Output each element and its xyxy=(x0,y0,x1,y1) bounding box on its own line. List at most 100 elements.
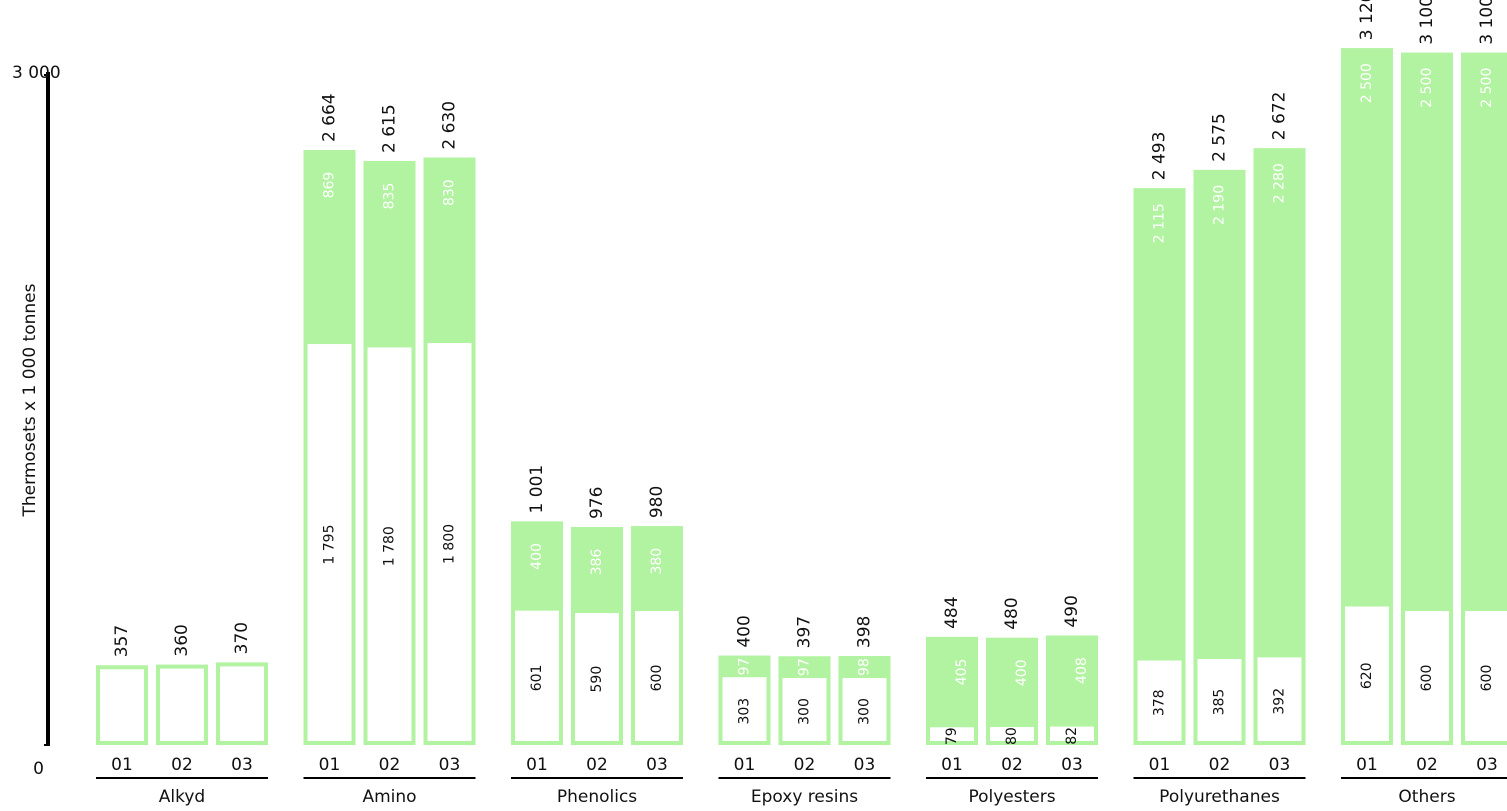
y-axis-label: Thermosets x 1 000 tonnes xyxy=(20,283,40,517)
x-tick-label: 01 xyxy=(111,755,133,775)
top-label: 2 280 xyxy=(1272,163,1288,203)
bar-segment-top xyxy=(1341,48,1393,607)
total-label: 357 xyxy=(112,625,132,657)
bar-segment-base xyxy=(1345,606,1389,741)
bar-total xyxy=(718,655,771,746)
bar-total xyxy=(926,636,978,746)
total-label: 370 xyxy=(232,622,252,654)
bar-segment-top xyxy=(423,157,476,343)
total-label: 400 xyxy=(735,615,755,647)
total-label: 2 615 xyxy=(380,104,400,153)
bar-segment-base xyxy=(427,343,472,741)
group-label: Amino xyxy=(362,787,416,807)
bar-segment-top xyxy=(1253,148,1306,658)
bar-segment-base xyxy=(635,611,679,741)
base-label: 80 xyxy=(1004,727,1020,745)
bar-segment-base xyxy=(100,665,144,741)
group-label: Polyesters xyxy=(968,787,1055,807)
top-label: 2 500 xyxy=(1359,63,1375,103)
bar-total xyxy=(571,527,623,745)
bar-segment-base xyxy=(722,677,767,741)
bar-segment-base xyxy=(1197,659,1242,741)
base-label: 385 xyxy=(1212,689,1228,716)
bar-segment-base xyxy=(1137,660,1182,741)
total-label: 2 630 xyxy=(440,101,460,150)
x-tick-label: 02 xyxy=(379,755,401,775)
base-label: 378 xyxy=(1152,689,1168,716)
base-label: 1 800 xyxy=(442,524,458,564)
bar-segment-base xyxy=(930,727,974,741)
group-label: Others xyxy=(1398,787,1455,807)
top-label: 97 xyxy=(737,658,753,676)
total-label: 3 100 xyxy=(1417,0,1437,45)
bar-segment-base xyxy=(1405,611,1449,741)
x-tick-label: 03 xyxy=(1476,755,1498,775)
top-label: 869 xyxy=(322,172,338,199)
total-label: 980 xyxy=(647,486,667,518)
top-label: 835 xyxy=(382,183,398,210)
x-tick-label: 03 xyxy=(646,755,668,775)
y-tick-label: 3 000 xyxy=(12,63,61,83)
x-tick-label: 01 xyxy=(941,755,963,775)
bar-segment-top xyxy=(926,636,978,728)
bar-segment-base xyxy=(1465,611,1507,741)
group-label: Epoxy resins xyxy=(751,787,858,807)
bar-total xyxy=(363,160,416,745)
bar-total xyxy=(216,662,268,745)
bar-total xyxy=(1253,148,1306,745)
base-label: 1 780 xyxy=(382,526,398,566)
bar-total xyxy=(511,521,563,746)
total-label: 484 xyxy=(942,596,962,628)
bar-total xyxy=(96,665,148,746)
total-label: 2 493 xyxy=(1150,132,1170,181)
x-tick-label: 01 xyxy=(1356,755,1378,775)
base-label: 392 xyxy=(1272,688,1288,715)
base-label: 600 xyxy=(649,665,665,692)
x-tick-label: 01 xyxy=(319,755,341,775)
y-tick-label: 0 xyxy=(33,759,44,779)
base-label: 590 xyxy=(589,666,605,693)
x-tick-label: 02 xyxy=(1209,755,1231,775)
bar-segment-base xyxy=(220,662,264,741)
base-label: 601 xyxy=(529,665,545,692)
bar-segment-base xyxy=(842,678,887,741)
x-tick-label: 03 xyxy=(1061,755,1083,775)
total-label: 3 100 xyxy=(1477,0,1497,45)
bar-total xyxy=(1401,52,1453,745)
total-label: 360 xyxy=(172,624,192,656)
base-label: 1 795 xyxy=(322,525,338,565)
bar-total xyxy=(986,637,1038,745)
top-label: 97 xyxy=(797,658,813,676)
top-label: 2 190 xyxy=(1212,185,1228,225)
total-label: 2 664 xyxy=(320,93,340,142)
base-label: 600 xyxy=(1479,665,1495,692)
group-label: Alkyd xyxy=(159,787,205,807)
top-label: 98 xyxy=(857,658,873,676)
bar-segment-base xyxy=(575,613,619,741)
x-tick-label: 02 xyxy=(586,755,608,775)
bar-total xyxy=(1341,48,1393,745)
base-label: 300 xyxy=(797,698,813,725)
bar-segment-top xyxy=(778,656,831,678)
total-label: 3 120 xyxy=(1357,0,1377,40)
top-label: 2 115 xyxy=(1152,203,1168,243)
bar-segment-base xyxy=(1050,726,1094,741)
bar-segment-top xyxy=(1133,188,1186,661)
bar-segment-top xyxy=(1046,635,1098,727)
top-label: 380 xyxy=(649,548,665,575)
bar-total xyxy=(1461,52,1507,745)
x-tick-label: 01 xyxy=(734,755,756,775)
x-tick-label: 02 xyxy=(171,755,193,775)
top-label: 405 xyxy=(954,659,970,686)
base-label: 620 xyxy=(1359,662,1375,689)
bar-segment-top xyxy=(511,521,563,611)
x-tick-label: 03 xyxy=(1269,755,1291,775)
bar-segment-base xyxy=(307,344,352,741)
total-label: 397 xyxy=(795,616,815,648)
bar-total xyxy=(1193,169,1246,745)
bar-segment-top xyxy=(571,527,623,614)
top-label: 400 xyxy=(529,543,545,570)
bar-segment-base xyxy=(782,678,827,741)
bar-segment-top xyxy=(1193,169,1246,660)
bar-total xyxy=(423,157,476,745)
